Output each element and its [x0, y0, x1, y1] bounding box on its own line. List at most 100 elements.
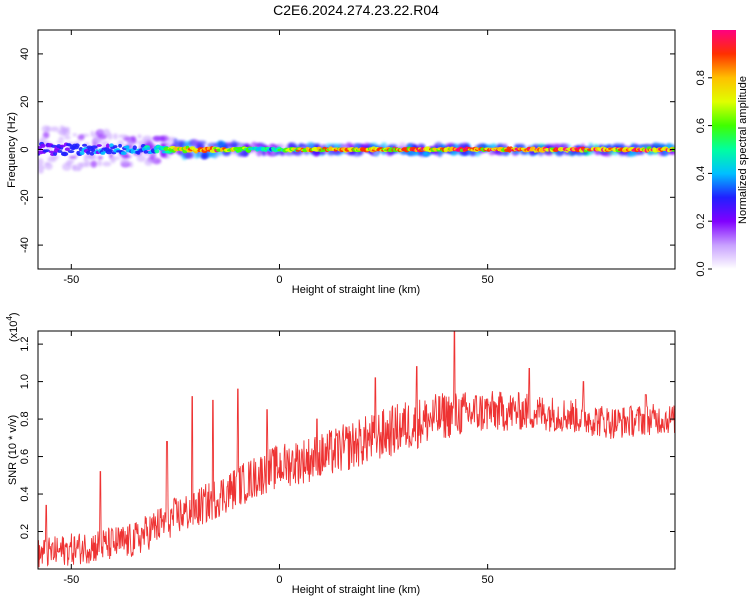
spectrogram-ridge-cell [86, 150, 91, 155]
spectrogram-cell [113, 133, 118, 140]
spectrogram-cell [175, 139, 185, 147]
snr-multiplier-prefix: (x10 [8, 321, 20, 342]
spectrogram-cell [120, 158, 130, 166]
spectrogram-cell [97, 129, 105, 135]
spectrogram-cell [157, 136, 166, 142]
spectrogram-cell [62, 162, 72, 171]
spectrogram-ridge-cell [74, 143, 80, 148]
spectrogram-x-ticks: -50 0 50 [63, 30, 494, 286]
spectrogram-cell [368, 142, 379, 149]
snr-frame [37, 330, 676, 570]
spectrogram-ridge-cell [57, 150, 63, 153]
spectrogram-ridge-cell [48, 150, 55, 154]
spectrogram-cell [160, 153, 168, 158]
spectrogram-ridge-cell [91, 147, 96, 153]
spectrogram-cell [72, 133, 78, 137]
spectrogram-ridge-cell [43, 149, 50, 152]
spectrogram-cell [77, 134, 85, 141]
colorbar-tick-label: 0.4 [695, 166, 707, 181]
spectrogram-ridge-cell [154, 149, 160, 154]
spectrogram-cell [38, 169, 44, 174]
snr-panel: -50 0 50 0.2 0.4 0.6 0.8 1.0 1.2 Height of stra… [5, 312, 676, 596]
spectrogram-ridge-cell [107, 148, 113, 152]
spectrogram-ridge-cell [59, 144, 66, 148]
spectrogram-cell [422, 151, 428, 156]
spectrogram-cell [123, 155, 132, 159]
spectrogram-x-label: Height of straight line (km) [292, 284, 420, 296]
spectrogram-y-tick-label: 40 [19, 48, 31, 60]
snr-x-label: Height of straight line (km) [292, 584, 420, 596]
spectrogram-cell [236, 151, 243, 157]
spectrogram-cell [59, 131, 67, 137]
spectrogram-y-tick-label: -40 [19, 237, 31, 253]
spectrogram-cell [213, 142, 219, 147]
spectrogram-cell [56, 140, 64, 144]
spectrogram-cell [137, 134, 142, 139]
spectrogram-cell [97, 155, 104, 160]
spectrogram-cell [38, 158, 44, 167]
snr-x-tick-label: 0 [276, 574, 282, 586]
spectrogram-y-tick-label: 0 [19, 146, 31, 152]
spectrogram-cell [59, 125, 65, 133]
snr-y-tick-label: 0.2 [19, 524, 31, 539]
snr-y-tick-label: 0.8 [19, 411, 31, 426]
colorbar-label: Normalized spectral amplitude [737, 76, 749, 224]
spectrogram-ridge-cell [40, 143, 46, 148]
spectrogram-ridge-cell [67, 150, 75, 154]
colorbar: 0.0 0.2 0.4 0.6 0.8 Normalized spectral ampl… [695, 30, 749, 277]
colorbar-ticks: 0.0 0.2 0.4 0.6 0.8 [695, 70, 712, 277]
spectrogram-cell [40, 136, 47, 142]
figure-title: C2E6.2024.274.23.22.R04 [273, 2, 439, 18]
spectrogram-cell [189, 139, 200, 147]
spectrogram-ridge-cell [81, 143, 88, 147]
snr-y-ticks: 0.2 0.4 0.6 0.8 1.0 1.2 [19, 336, 675, 539]
svg-text:(x104): (x104) [5, 312, 20, 342]
snr-multiplier-exponent: 4 [5, 316, 14, 321]
spectrogram-ridge-cell [91, 145, 98, 149]
spectrogram-cell [68, 155, 78, 160]
spectrogram-ridge-cell [146, 147, 151, 151]
spectrogram-cell [111, 156, 121, 160]
snr-series-line [38, 331, 675, 568]
spectrogram-ridge-cell [109, 143, 114, 148]
spectrogram-cell [516, 143, 526, 149]
snr-y-tick-label: 1.2 [19, 336, 31, 351]
spectrogram-cell [50, 126, 60, 132]
spectrogram-y-tick-label: -20 [19, 189, 31, 205]
spectrogram-cell [79, 162, 88, 168]
spectrogram-cell [76, 167, 82, 172]
spectrogram-cell [102, 128, 111, 137]
spectrogram-cell [185, 152, 195, 159]
spectrogram-cell [44, 162, 53, 170]
spectrogram-ridge-cell [112, 145, 118, 149]
spectrogram-cell [334, 143, 342, 149]
spectrogram-cell [502, 151, 508, 156]
snr-y-tick-label: 0.4 [19, 486, 31, 501]
spectrogram-ridge-cell [64, 147, 71, 152]
spectrogram-ridge-cell [125, 145, 130, 149]
spectrogram-ridge-cell [120, 151, 127, 156]
spectrogram-ridge-cell [118, 143, 123, 148]
spectrogram-cell [129, 161, 134, 168]
spectrogram-x-tick-label: -50 [63, 274, 79, 286]
spectrogram-y-ticks: -40 -20 0 20 40 [19, 48, 675, 253]
spectrogram-cell [97, 159, 103, 167]
snr-x-ticks: -50 0 50 [63, 331, 494, 586]
spectrogram-cell [66, 159, 75, 163]
snr-y-tick-label: 0.6 [19, 449, 31, 464]
spectrogram-cell [64, 135, 71, 140]
spectrogram-cell [254, 151, 262, 156]
spectrogram-ridge-cell [89, 151, 95, 156]
spectrogram-ridge-cell [132, 145, 137, 151]
spectrogram-x-tick-label: 50 [482, 274, 494, 286]
spectrogram-cell [38, 164, 46, 171]
spectrogram-cell [42, 131, 50, 139]
colorbar-tick-label: 0.0 [695, 261, 707, 276]
spectrogram-ridge-cell [105, 143, 110, 148]
snr-multiplier-suffix: ) [8, 312, 20, 316]
snr-y-label: SNR (10 * v/v) [7, 415, 19, 485]
colorbar-tick-label: 0.2 [695, 214, 707, 229]
spectrogram-cell [118, 134, 128, 139]
colorbar-tick-label: 0.8 [695, 70, 707, 85]
